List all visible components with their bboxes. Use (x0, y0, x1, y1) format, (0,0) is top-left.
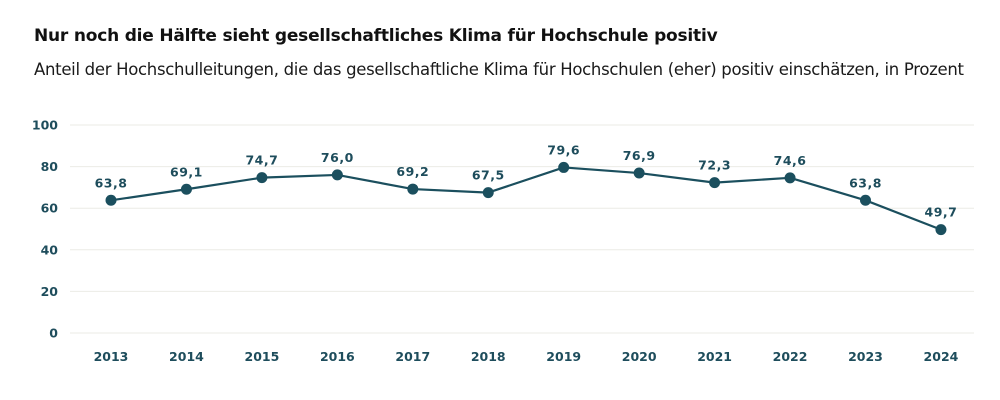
x-tick-label: 2018 (471, 349, 506, 364)
chart-title: Nur noch die Hälfte sieht gesellschaftli… (34, 26, 718, 46)
x-tick-label: 2021 (697, 349, 732, 364)
data-point-2024 (935, 224, 947, 236)
data-point-2018 (482, 187, 494, 199)
x-tick-label: 2017 (395, 349, 430, 364)
x-tick-label: 2016 (320, 349, 355, 364)
y-tick-label: 60 (41, 201, 59, 216)
data-point-2019 (558, 161, 570, 173)
data-label-2022: 74,6 (774, 153, 807, 168)
x-tick-label: 2022 (773, 349, 808, 364)
y-tick-label: 0 (49, 326, 58, 341)
y-tick-label: 40 (41, 242, 59, 257)
data-label-2014: 69,1 (170, 164, 203, 179)
x-tick-label: 2013 (94, 349, 129, 364)
data-point-2016 (331, 169, 343, 181)
y-tick-label: 20 (41, 284, 59, 299)
x-tick-label: 2014 (169, 349, 204, 364)
data-labels: 63,8 69,1 74,7 76,0 69,2 67,5 79,6 76,9 72,3 74,6… (95, 142, 958, 220)
data-label-2019: 79,6 (547, 142, 580, 157)
series-line (110, 166, 942, 231)
data-point-2017 (407, 183, 419, 195)
data-point-2023 (860, 194, 871, 206)
gridlines (70, 124, 974, 334)
data-point-2014 (180, 183, 192, 195)
data-label-2015: 74,7 (245, 153, 278, 168)
chart-subtitle: Anteil der Hochschulleitungen, die das g… (34, 60, 964, 79)
data-label-2017: 69,2 (396, 164, 429, 179)
data-point-2020 (633, 167, 645, 179)
data-point-2015 (256, 172, 268, 184)
data-label-2016: 76,0 (321, 150, 354, 165)
x-axis: 2013 2014 2015 2016 2017 2018 2019 2020 2021 2022… (94, 349, 959, 364)
x-tick-label: 2015 (245, 349, 280, 364)
data-label-2013: 63,8 (95, 175, 128, 190)
data-label-2024: 49,7 (925, 205, 958, 220)
y-axis: 0 20 40 60 80 100 (32, 118, 58, 341)
data-series (105, 161, 947, 236)
x-tick-label: 2019 (546, 349, 581, 364)
x-tick-label: 2024 (924, 349, 959, 364)
data-point-2021 (709, 177, 721, 189)
data-point-2013 (105, 194, 117, 206)
data-label-2023: 63,8 (849, 175, 882, 190)
data-point-2022 (784, 172, 796, 184)
y-tick-label: 80 (41, 159, 59, 174)
y-tick-label: 100 (32, 118, 58, 133)
data-label-2020: 76,9 (623, 148, 656, 163)
x-tick-label: 2020 (622, 349, 657, 364)
data-label-2018: 67,5 (472, 168, 505, 183)
data-label-2021: 72,3 (698, 158, 731, 173)
x-tick-label: 2023 (848, 349, 883, 364)
